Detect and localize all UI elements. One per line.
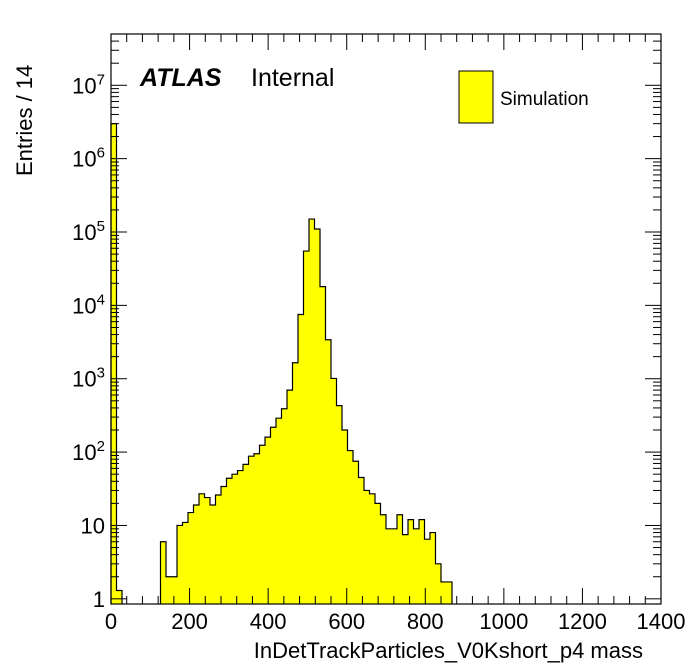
histogram-bar — [347, 450, 353, 604]
plot-frame — [110, 33, 662, 605]
histogram-bar — [309, 219, 315, 605]
histogram-bar — [391, 528, 397, 604]
histogram-bar — [358, 477, 364, 604]
y-tick-label: 103 — [72, 365, 105, 392]
atlas-label: ATLAS — [139, 64, 222, 92]
legend-label: Simulation — [500, 89, 589, 110]
y-tick-label: 1 — [93, 587, 105, 612]
histogram-bar — [424, 539, 430, 604]
y-tick-label: 105 — [72, 218, 105, 245]
x-tick-label: 1400 — [637, 609, 686, 634]
histogram-bar — [232, 474, 238, 604]
histogram-bar — [292, 362, 298, 604]
histogram-bar — [331, 378, 337, 604]
y-tick-label: 104 — [72, 291, 105, 318]
histogram-bar — [276, 418, 282, 604]
histogram-bar — [397, 514, 403, 604]
x-tick-label: 800 — [407, 609, 444, 634]
axis-ticks — [110, 33, 662, 604]
histogram-bar — [419, 519, 425, 604]
histogram-bar — [298, 314, 304, 604]
histogram-bar — [160, 541, 166, 604]
histogram-bar — [336, 405, 342, 604]
y-axis-title: Entries / 14 — [12, 65, 37, 176]
histogram-bar — [270, 427, 276, 604]
histogram-bar — [254, 453, 260, 604]
histogram-bar — [204, 497, 210, 604]
histogram-bar — [386, 528, 392, 604]
histogram-bar — [281, 408, 287, 604]
histogram-bar — [287, 390, 293, 604]
x-tick-label: 600 — [328, 609, 365, 634]
histogram-bar — [199, 493, 205, 604]
histogram-bar — [265, 437, 271, 604]
histogram-bar — [325, 339, 331, 604]
histogram-bar — [364, 490, 370, 604]
histogram-bar — [314, 228, 320, 604]
histogram-bar — [171, 576, 177, 604]
histogram-bar — [215, 495, 221, 604]
histogram-bar — [446, 581, 452, 604]
histogram-bars — [111, 123, 452, 605]
histogram-bar — [111, 123, 117, 605]
y-tick-label: 107 — [72, 71, 105, 98]
histogram-bar — [342, 430, 348, 604]
histogram-bar — [320, 286, 326, 604]
x-tick-label: 200 — [171, 609, 208, 634]
x-tick-label: 1000 — [479, 609, 528, 634]
histogram-bar — [402, 534, 408, 604]
x-tick-label: 0 — [105, 609, 117, 634]
histogram-bar — [259, 445, 265, 604]
y-tick-labels: 1 10 102 103 104 105 106 107 — [72, 71, 105, 612]
histogram-bar — [430, 532, 436, 604]
histogram-bar — [177, 525, 183, 604]
histogram-bar — [188, 512, 194, 604]
y-tick-label: 10 — [81, 513, 105, 538]
histogram-bar — [210, 505, 216, 604]
histogram-bar — [248, 456, 254, 604]
x-axis-title: InDetTrackParticles_V0Kshort_p4 mass — [254, 638, 643, 663]
histogram-bar — [221, 486, 227, 604]
histogram-bar — [166, 576, 172, 604]
histogram-bar — [237, 470, 243, 604]
internal-label: Internal — [251, 64, 334, 92]
histogram-bar — [413, 528, 419, 604]
histogram-bar — [303, 251, 309, 605]
histogram-bar — [380, 514, 386, 604]
histogram-bar — [441, 581, 447, 604]
histogram-bar — [182, 522, 188, 604]
histogram-bar — [226, 478, 232, 604]
histogram-bar — [369, 493, 375, 604]
histogram-bar — [408, 519, 414, 604]
y-tick-label: 102 — [72, 438, 105, 465]
histogram-bar — [353, 461, 359, 604]
histogram-bar — [116, 590, 122, 604]
x-tick-label: 400 — [250, 609, 287, 634]
histogram-bar — [243, 464, 249, 604]
x-tick-label: 1200 — [558, 609, 607, 634]
y-tick-label: 106 — [72, 145, 105, 172]
histogram-bar — [193, 505, 199, 604]
legend-swatch — [458, 70, 494, 124]
x-tick-labels: 0 200 400 600 800 1000 1200 1400 — [105, 609, 686, 634]
histogram-bar — [375, 503, 381, 604]
histogram-bar — [435, 563, 441, 604]
